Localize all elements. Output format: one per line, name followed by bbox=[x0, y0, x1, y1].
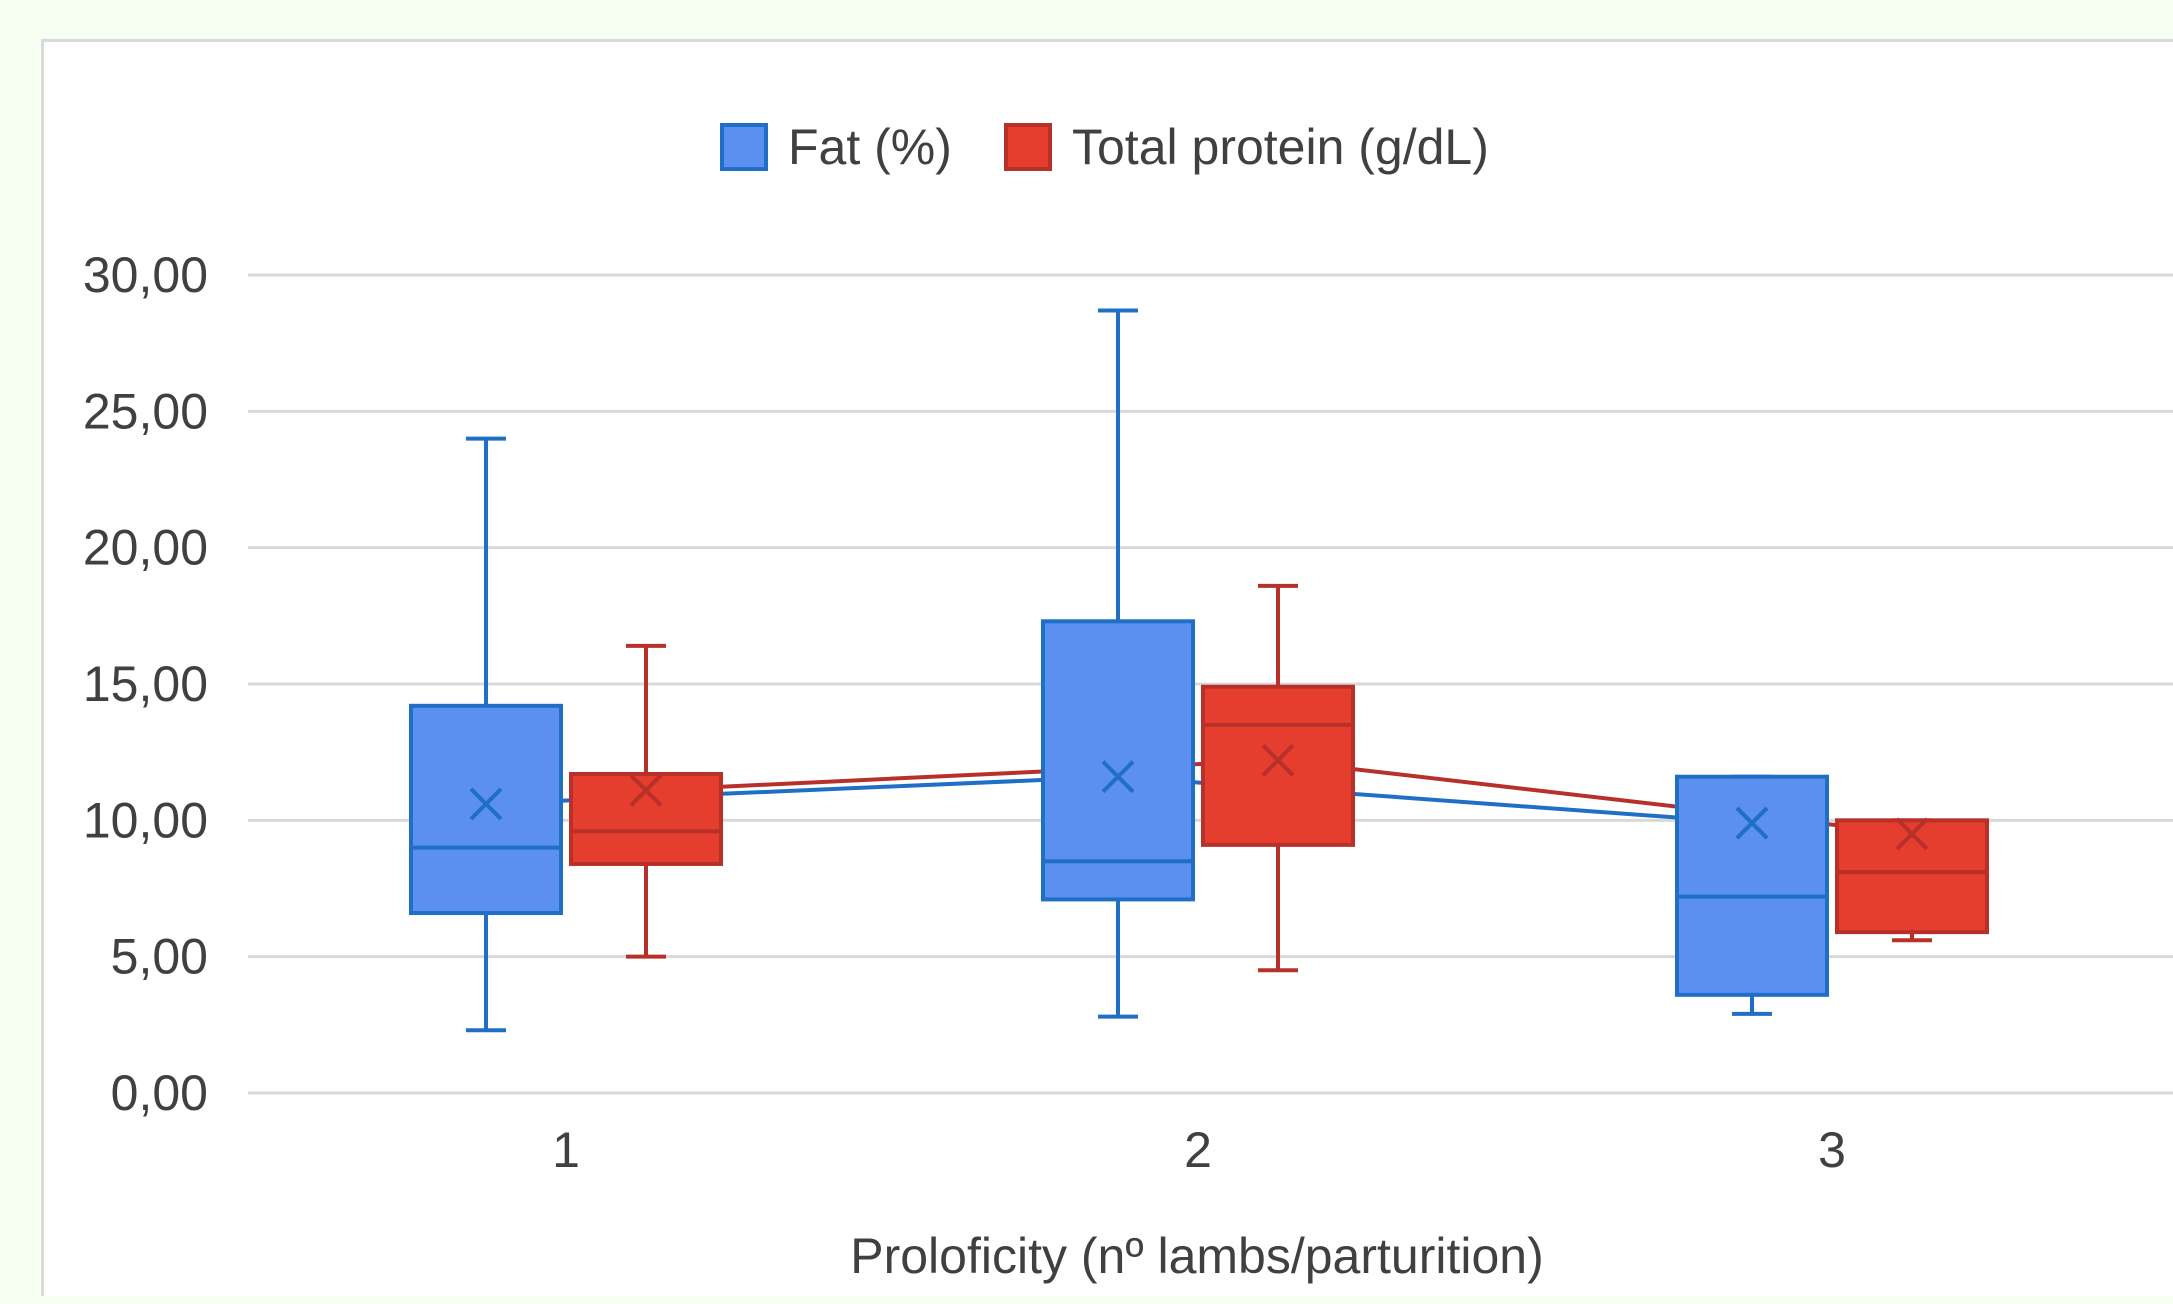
x-tick-label: 3 bbox=[1818, 1122, 1846, 1178]
legend: Fat (%) Total protein (g/dL) bbox=[720, 119, 1489, 175]
mean-marker bbox=[469, 787, 503, 821]
x-axis-ticks: 1 2 3 bbox=[552, 1122, 1846, 1178]
y-tick-label: 15,00 bbox=[83, 656, 208, 712]
iqr-box bbox=[1201, 684, 1355, 847]
legend-label: Total protein (g/dL) bbox=[1072, 119, 1489, 175]
grid-lines bbox=[248, 273, 2173, 1095]
box-series bbox=[409, 308, 1989, 1033]
box-protein-2 bbox=[1201, 583, 1355, 973]
iqr-box bbox=[409, 703, 563, 916]
mean-marker bbox=[1895, 817, 1929, 851]
y-tick-label: 5,00 bbox=[111, 929, 208, 985]
mean-marker bbox=[1261, 743, 1295, 777]
legend-item-protein: Total protein (g/dL) bbox=[1004, 119, 1489, 175]
y-tick-label: 25,00 bbox=[83, 383, 208, 439]
iqr-box bbox=[1041, 619, 1195, 902]
y-tick-label: 30,00 bbox=[83, 247, 208, 303]
iqr-box bbox=[569, 771, 723, 866]
legend-swatch bbox=[720, 123, 768, 171]
box-protein-1 bbox=[569, 643, 723, 959]
box-fat-2 bbox=[1041, 308, 1195, 1019]
box-fat-1 bbox=[409, 436, 563, 1033]
y-tick-label: 10,00 bbox=[83, 792, 208, 848]
mean-marker bbox=[1735, 806, 1769, 840]
y-tick-label: 20,00 bbox=[83, 520, 208, 576]
mean-marker bbox=[1101, 760, 1135, 794]
x-axis-title: Proloficity (nº lambs/parturition) bbox=[850, 1228, 1543, 1284]
legend-label: Fat (%) bbox=[788, 119, 952, 175]
y-axis-ticks: 0,00 5,00 10,00 15,00 20,00 25,00 30,00 bbox=[83, 247, 208, 1121]
iqr-box bbox=[1835, 818, 1989, 935]
legend-swatch bbox=[1004, 123, 1052, 171]
box-plot-chart: 0,00 5,00 10,00 15,00 20,00 25,00 30,00 1 2 3 Fa… bbox=[83, 119, 2173, 1284]
chart-frame: 0,00 5,00 10,00 15,00 20,00 25,00 30,00 1 2 3 Fa… bbox=[41, 39, 2173, 1296]
x-tick-label: 1 bbox=[552, 1122, 580, 1178]
box-fat-3 bbox=[1675, 774, 1829, 1016]
mean-marker bbox=[629, 773, 663, 807]
iqr-box bbox=[1675, 774, 1829, 997]
legend-item-fat: Fat (%) bbox=[720, 119, 952, 175]
box-protein-3 bbox=[1835, 817, 1989, 943]
x-tick-label: 2 bbox=[1184, 1122, 1212, 1178]
y-tick-label: 0,00 bbox=[111, 1065, 208, 1121]
